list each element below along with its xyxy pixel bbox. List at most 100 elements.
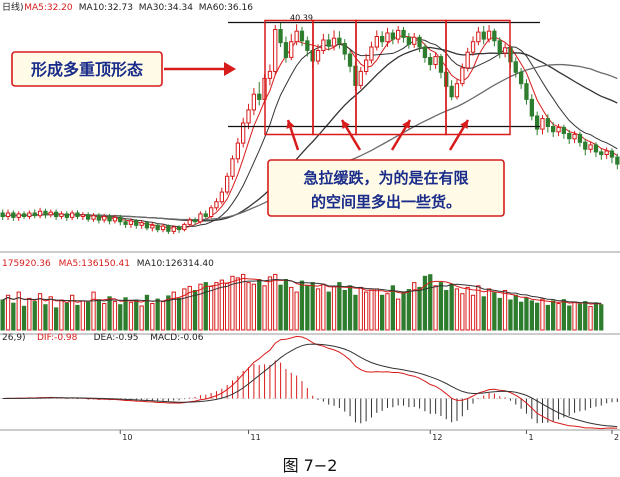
volume-bar [460, 293, 465, 331]
callout-arrowhead-1 [286, 120, 295, 129]
ma-legend-2: MA10:32.73 [79, 3, 133, 13]
volume-bar [593, 302, 599, 331]
candle-body [401, 29, 406, 38]
candle [182, 222, 187, 232]
candle [428, 53, 433, 71]
volume-bar [567, 305, 572, 331]
volume-bar [486, 288, 492, 331]
figure-caption: 图 7−2 [282, 456, 338, 475]
candle-body [32, 212, 37, 217]
candle [176, 225, 182, 234]
volume-ma5-line [2, 277, 602, 305]
candle [615, 153, 620, 170]
candle-body [182, 223, 187, 231]
candle-body [273, 29, 278, 72]
candle-body [535, 115, 540, 130]
volume-legend-1: MA5:136150.41 [59, 259, 130, 269]
volume-bar [519, 301, 524, 331]
candle-body [502, 47, 508, 54]
top-callout-arrowhead [224, 62, 236, 76]
candle-body [577, 133, 583, 143]
volume-bar [380, 294, 385, 331]
volume-bar [347, 285, 353, 331]
candle [561, 124, 567, 139]
candle-body [54, 211, 59, 218]
candle-body [299, 30, 305, 42]
candle-body [80, 214, 85, 218]
candle [502, 43, 508, 58]
candle-body [70, 212, 75, 218]
candle [225, 172, 230, 195]
candle-body [364, 59, 369, 72]
volume-bar [118, 304, 123, 331]
candle [454, 79, 460, 100]
volume-bar [21, 305, 27, 331]
candle [257, 81, 262, 106]
callout-arrowhead-3 [402, 120, 410, 129]
candle [11, 210, 16, 221]
volume-bar [454, 288, 460, 331]
dif-line [2, 335, 618, 430]
candle [449, 80, 454, 101]
candle [289, 33, 294, 61]
volume-bar [492, 292, 497, 331]
candle-body [0, 212, 5, 217]
volume-bar [385, 293, 390, 331]
volume-bar [214, 282, 219, 331]
volume-bar [449, 283, 454, 331]
callout-arrowhead-4 [460, 120, 468, 129]
candle-body [385, 32, 390, 43]
volume-bar [128, 301, 134, 331]
candle-body [96, 215, 101, 221]
volume-legend-2: MA10:126314.40 [137, 259, 214, 269]
volume-bar [134, 299, 139, 331]
volume-bar [144, 294, 150, 331]
candle [476, 26, 481, 46]
candle-body [246, 109, 251, 124]
candle [412, 32, 417, 48]
volume-bar [444, 290, 449, 331]
candle [59, 211, 64, 220]
volume-bar [433, 285, 438, 331]
candle-body [203, 213, 208, 217]
candle [43, 208, 48, 219]
volume-bar [299, 280, 305, 331]
x-tick-label-0: 10 [122, 433, 132, 442]
candle-body [251, 93, 256, 111]
volume-bar [59, 299, 64, 331]
volume-bar [64, 302, 69, 331]
candle-body [278, 29, 283, 44]
candle [593, 142, 599, 158]
candle-body [422, 46, 428, 58]
candle-body [615, 156, 620, 165]
volume-bar [481, 296, 486, 331]
pattern-box-4 [445, 19, 511, 136]
volume-bar [48, 296, 53, 331]
candle-body [225, 175, 230, 193]
volume-bar [428, 274, 433, 331]
candle [390, 29, 396, 45]
candle [278, 22, 283, 47]
volume-bar [251, 283, 256, 331]
candle-body [21, 213, 27, 217]
candle-body [599, 151, 604, 155]
volume-bar [545, 304, 551, 331]
candle [529, 94, 535, 121]
x-tick-label-3: 1 [528, 433, 533, 442]
candle [583, 138, 588, 156]
ma-legend-1: MA5:32.20 [24, 3, 73, 13]
candle [267, 64, 273, 86]
volume-bar [305, 285, 310, 331]
candle [0, 209, 5, 221]
ma-legend-4: MA60:36.16 [199, 3, 253, 13]
candle-body [166, 225, 171, 232]
bottom-callout-line1: 急拉缓跌，为的是在有限 [303, 169, 468, 187]
volume-bar [342, 290, 347, 331]
candle-body [347, 53, 353, 67]
candle [540, 115, 545, 135]
candle-body [27, 212, 32, 217]
candle-body [64, 213, 69, 218]
candle [27, 210, 32, 220]
volume-bar [91, 291, 96, 331]
